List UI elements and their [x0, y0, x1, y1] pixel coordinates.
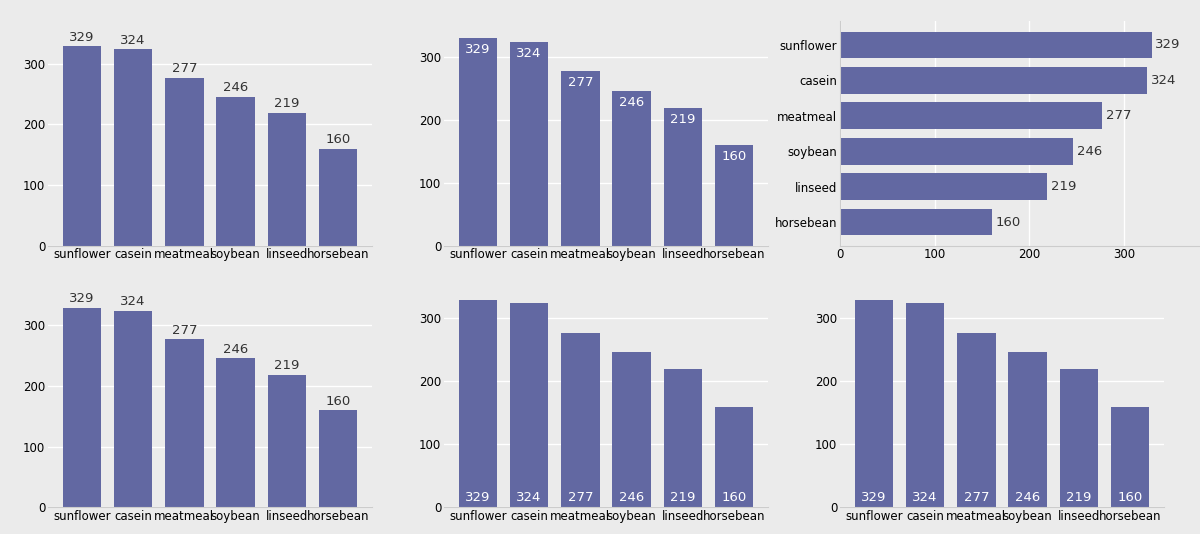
Bar [62, 308, 101, 507]
Bar [319, 148, 358, 246]
Text: 246: 246 [619, 96, 644, 109]
Bar [458, 300, 497, 507]
Bar [268, 374, 306, 507]
Bar [612, 352, 650, 507]
Text: 246: 246 [223, 343, 248, 356]
Text: 219: 219 [670, 113, 696, 125]
Text: 324: 324 [120, 295, 146, 309]
Text: 277: 277 [568, 76, 593, 89]
Text: 160: 160 [325, 133, 350, 146]
Bar [664, 108, 702, 246]
Bar [216, 97, 254, 246]
Bar [268, 113, 306, 246]
Text: 324: 324 [1151, 74, 1176, 87]
Text: 324: 324 [120, 34, 146, 47]
Bar [510, 303, 548, 507]
Bar [1008, 352, 1046, 507]
Text: 219: 219 [1066, 491, 1092, 504]
Text: 277: 277 [1106, 109, 1132, 122]
Text: 160: 160 [325, 395, 350, 408]
Text: 324: 324 [516, 46, 542, 60]
Text: 160: 160 [721, 150, 746, 163]
Text: 219: 219 [670, 491, 696, 504]
Bar [840, 103, 1103, 129]
Bar [840, 138, 1073, 164]
Text: 219: 219 [1051, 180, 1076, 193]
Text: 324: 324 [912, 491, 938, 504]
Bar [114, 49, 152, 246]
Bar [1111, 406, 1150, 507]
Text: 329: 329 [70, 293, 95, 305]
Text: 160: 160 [721, 491, 746, 504]
Bar [166, 78, 204, 246]
Bar [62, 46, 101, 246]
Bar [840, 32, 1152, 58]
Bar [612, 91, 650, 246]
Bar [114, 311, 152, 507]
Bar [664, 370, 702, 507]
Text: 329: 329 [70, 31, 95, 44]
Bar [562, 333, 600, 507]
Bar [510, 42, 548, 246]
Text: 329: 329 [466, 43, 491, 57]
Text: 246: 246 [1015, 491, 1040, 504]
Text: 246: 246 [223, 81, 248, 94]
Text: 219: 219 [274, 359, 300, 372]
Bar [319, 410, 358, 507]
Text: 277: 277 [964, 491, 989, 504]
Bar [715, 145, 754, 246]
Bar [715, 406, 754, 507]
Text: 329: 329 [1156, 38, 1181, 51]
Bar [216, 358, 254, 507]
Text: 277: 277 [172, 324, 197, 337]
Text: 277: 277 [568, 491, 593, 504]
Bar [840, 174, 1048, 200]
Bar [166, 340, 204, 507]
Bar [840, 67, 1147, 93]
Text: 329: 329 [466, 491, 491, 504]
Text: 246: 246 [619, 491, 644, 504]
Text: 160: 160 [995, 216, 1021, 229]
Bar [1060, 370, 1098, 507]
Text: 324: 324 [516, 491, 542, 504]
Bar [840, 209, 991, 235]
Text: 219: 219 [274, 98, 300, 111]
Text: 246: 246 [1076, 145, 1102, 158]
Text: 160: 160 [1117, 491, 1142, 504]
Text: 277: 277 [172, 62, 197, 75]
Bar [562, 71, 600, 246]
Bar [854, 300, 893, 507]
Bar [958, 333, 996, 507]
Text: 329: 329 [862, 491, 887, 504]
Bar [458, 38, 497, 246]
Bar [906, 303, 944, 507]
